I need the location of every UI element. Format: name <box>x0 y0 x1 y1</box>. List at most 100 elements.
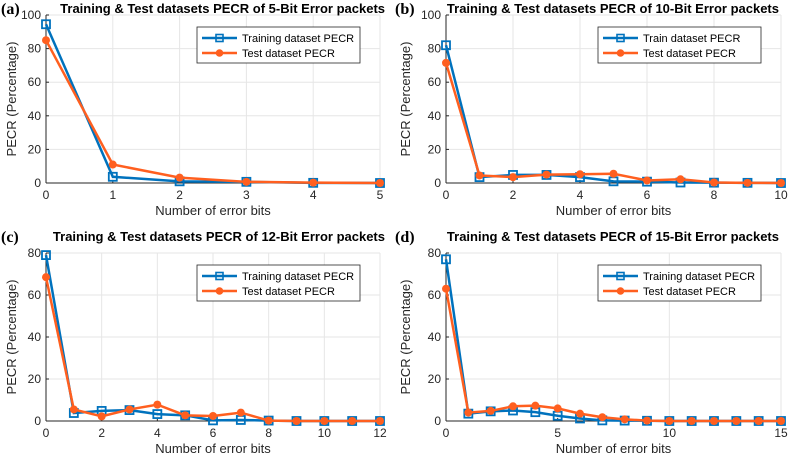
y-tick-label: 20 <box>28 372 42 386</box>
data-point <box>620 415 629 424</box>
x-tick-label: 0 <box>443 188 450 202</box>
x-tick-label: 0 <box>443 426 450 440</box>
series-test <box>42 36 384 187</box>
x-tick-label: 0 <box>43 426 50 440</box>
legend-marker-square <box>215 271 224 281</box>
y-tick-label: 0 <box>34 414 41 428</box>
data-point <box>108 160 117 169</box>
data-point <box>509 402 517 411</box>
data-point <box>687 417 696 425</box>
data-point <box>531 401 540 410</box>
x-tick-label: 12 <box>373 426 387 440</box>
data-point <box>69 405 78 414</box>
y-tick-label: 0 <box>434 176 441 190</box>
x-axis-label: Number of error bits <box>155 441 271 456</box>
legend-marker-circle <box>215 287 224 295</box>
data-point <box>777 179 785 187</box>
data-point <box>732 417 741 425</box>
chart-title: Training & Test datasets PECR of 15-Bit … <box>447 229 779 244</box>
series-line <box>444 44 782 185</box>
x-tick-label: 8 <box>265 426 272 440</box>
data-point <box>242 177 251 186</box>
data-point <box>442 58 450 67</box>
y-axis-label: PECR (Percentage) <box>4 280 19 395</box>
x-axis-label: Number of error bits <box>556 441 672 456</box>
y-tick-label: 40 <box>428 330 442 344</box>
data-point <box>309 178 318 187</box>
x-tick-label: 4 <box>154 426 161 440</box>
data-point <box>676 175 685 184</box>
legend: Training dataset PECR Test dataset PECR <box>597 264 762 302</box>
x-tick-label: 3 <box>243 188 250 202</box>
x-tick-label: 0 <box>43 188 50 202</box>
y-tick-label: 80 <box>428 246 442 260</box>
legend-box <box>196 26 361 64</box>
data-point <box>264 416 273 425</box>
data-point <box>320 417 329 425</box>
legend-label: Test dataset PECR <box>643 48 736 60</box>
y-tick-label: 100 <box>21 8 41 22</box>
y-axis-label: PECR (Percentage) <box>4 42 19 157</box>
y-tick-label: 100 <box>421 8 441 22</box>
x-tick-label: 2 <box>98 426 105 440</box>
data-point <box>41 19 51 30</box>
legend: Train dataset PECR Test dataset PECR <box>597 26 762 64</box>
panel-label: (c) <box>1 229 19 246</box>
data-point <box>376 417 384 425</box>
data-point <box>598 413 607 422</box>
series-line <box>44 39 381 185</box>
data-point <box>542 170 551 179</box>
data-point <box>42 36 50 45</box>
legend: Training dataset PECR Test dataset PECR <box>196 264 361 302</box>
series-test <box>442 58 785 187</box>
legend-box <box>196 264 361 302</box>
data-point <box>475 171 484 180</box>
y-tick-label: 20 <box>428 372 442 386</box>
data-point <box>665 417 674 425</box>
data-point <box>376 179 384 187</box>
data-point <box>175 173 184 182</box>
x-tick-label: 4 <box>577 188 584 202</box>
x-tick-label: 10 <box>663 426 677 440</box>
chart-title: Training & Test datasets PECR of 5-Bit E… <box>60 1 385 16</box>
legend-label: Train dataset PECR <box>643 33 740 45</box>
legend-label: Training dataset PECR <box>643 271 755 283</box>
x-tick-label: 5 <box>377 188 384 202</box>
legend-marker-square <box>215 33 224 43</box>
subplot-d: 0 5 10 15 0 20 40 60 80 Number of error bits PECR … <box>395 229 788 456</box>
y-tick-label: 80 <box>28 246 42 260</box>
data-point <box>292 417 301 425</box>
series-line <box>444 288 781 423</box>
data-point <box>348 417 357 425</box>
data-point <box>125 405 134 414</box>
panel-label: (b) <box>395 1 415 18</box>
y-tick-label: 40 <box>28 109 42 123</box>
legend: Training dataset PECR Test dataset PECR <box>196 26 361 64</box>
data-point <box>710 178 718 187</box>
y-tick-label: 60 <box>28 288 42 302</box>
data-point <box>553 404 562 413</box>
x-tick-label: 2 <box>510 188 517 202</box>
subplot-c: 0 2 4 6 8 10 12 0 20 40 60 80 Number of error bits PE… <box>1 229 387 456</box>
y-tick-label: 80 <box>428 42 442 56</box>
data-point <box>41 250 51 261</box>
data-point <box>441 254 451 265</box>
x-tick-label: 10 <box>318 426 332 440</box>
data-point <box>181 411 190 420</box>
series-line <box>444 62 782 185</box>
legend-marker-square <box>616 271 625 281</box>
panel-label: (d) <box>395 229 415 246</box>
legend-marker-circle <box>616 287 625 295</box>
y-tick-label: 60 <box>428 75 442 89</box>
chart-title: Training & Test datasets PECR of 10-Bit … <box>447 1 779 16</box>
x-axis-label: Number of error bits <box>155 203 271 218</box>
x-tick-label: 8 <box>711 188 718 202</box>
y-tick-label: 40 <box>28 330 42 344</box>
x-tick-label: 15 <box>774 426 788 440</box>
y-tick-label: 60 <box>428 288 442 302</box>
series-test <box>42 273 384 425</box>
x-tick-label: 4 <box>310 188 317 202</box>
data-point <box>754 417 763 425</box>
